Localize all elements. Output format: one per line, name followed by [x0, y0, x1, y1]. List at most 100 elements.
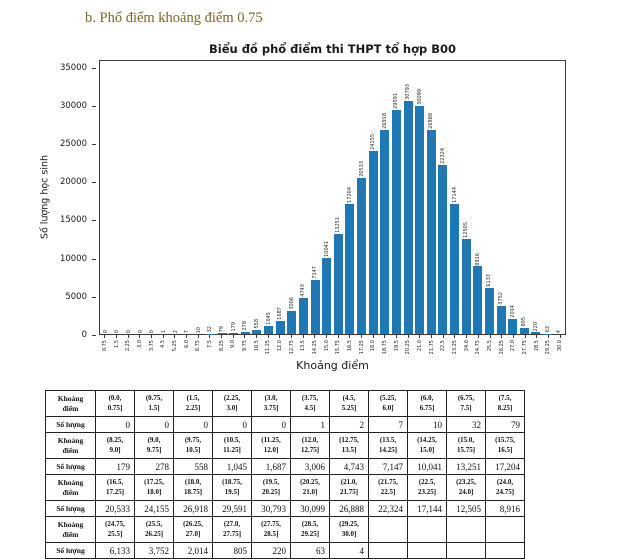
count-cell: 24,155: [135, 501, 174, 517]
x-tick: 25.5: [484, 335, 496, 361]
x-tick-label: 0.75: [102, 340, 108, 351]
count-cell: 1: [291, 417, 330, 433]
range-cell: (18.75, 19.5]: [213, 475, 252, 501]
count-cell: 17,204: [486, 459, 525, 475]
x-tick-mark: [408, 335, 409, 338]
bar-slot: 29591: [391, 61, 403, 334]
x-tick: 18.75: [379, 335, 391, 361]
bar-value-label: 32: [207, 326, 213, 332]
bar-slot: 17144: [449, 61, 461, 334]
x-tick-label: 3.75: [149, 340, 155, 351]
range-cell: (26.25, 27.0]: [174, 517, 213, 543]
count-cell: 8,916: [486, 501, 525, 517]
x-tick-mark: [139, 335, 140, 338]
count-cell: 20,533: [96, 501, 135, 517]
x-tick-label: 10.5: [254, 340, 260, 351]
range-cell: (25.5, 26.25]: [135, 517, 174, 543]
x-tick-mark: [186, 335, 187, 338]
count-cell: 1,045: [213, 459, 252, 475]
count-row-label: Số lượng: [46, 501, 96, 517]
count-cell: 32: [447, 417, 486, 433]
count-cell: 29,591: [213, 501, 252, 517]
y-tick-mark: [92, 220, 96, 221]
x-tick: 0.75: [99, 335, 111, 361]
x-tick-label: 8.25: [219, 340, 225, 351]
bar-slot: 63: [542, 61, 554, 334]
x-tick-mark: [536, 335, 537, 338]
x-tick: 17.25: [356, 335, 368, 361]
y-tick-mark: [92, 297, 96, 298]
count-cell: 0: [135, 417, 174, 433]
bar-slot: 0: [112, 61, 124, 334]
range-cell: (15.0, 15.75]: [447, 433, 486, 459]
count-cell: 13,251: [447, 459, 486, 475]
count-cell: 2: [330, 417, 369, 433]
bar-slot: 558: [251, 61, 263, 334]
x-tick: 4.5: [157, 335, 169, 361]
bar-value-label: 26888: [428, 113, 434, 129]
y-tick-mark: [92, 106, 96, 107]
range-cell: (9.0, 9.75]: [135, 433, 174, 459]
bar-slot: 278: [240, 61, 252, 334]
bar-value-label: 0: [114, 330, 120, 333]
range-cell: (12.0, 12.75]: [291, 433, 330, 459]
x-tick-mark: [419, 335, 420, 338]
x-axis-label: Khoảng điểm: [99, 359, 566, 372]
count-cell: 30,099: [291, 501, 330, 517]
bar-slot: 79: [216, 61, 228, 334]
bar-value-label: 13251: [335, 217, 341, 233]
bar-value-label: 17144: [452, 187, 458, 203]
x-tick: 26.25: [496, 335, 508, 361]
count-cell: 30,793: [252, 501, 291, 517]
x-tick-mark: [338, 335, 339, 338]
bar: [404, 101, 413, 335]
bar: [497, 306, 506, 334]
x-tick: 15.0: [321, 335, 333, 361]
x-tick-mark: [303, 335, 304, 338]
range-row-label: Khoảng điểm: [46, 433, 96, 459]
x-tick-mark: [104, 335, 105, 338]
x-tick: 27.75: [519, 335, 531, 361]
range-cell: (29.25, 30.0]: [330, 517, 369, 543]
x-tick-label: 27.75: [522, 340, 528, 354]
count-cell: 12,505: [447, 501, 486, 517]
x-tick: 6.75: [192, 335, 204, 361]
count-cell: 1,687: [252, 459, 291, 475]
range-cell: (28.5, 29.25]: [291, 517, 330, 543]
y-tick-mark: [92, 182, 96, 183]
y-tick-mark: [92, 68, 96, 69]
bar: [369, 151, 378, 334]
x-tick-mark: [326, 335, 327, 338]
count-cell: 79: [486, 417, 525, 433]
x-tick-label: 19.5: [394, 340, 400, 351]
range-cell: (27.75, 28.5]: [252, 517, 291, 543]
bar-value-label: 1687: [277, 307, 283, 320]
bar: [287, 311, 296, 334]
bar-value-label: 7: [184, 330, 190, 333]
range-cell: (9.75, 10.5]: [174, 433, 213, 459]
range-cell: (11.25, 12.0]: [252, 433, 291, 459]
range-row-label: Khoảng điểm: [46, 475, 96, 501]
x-tick-label: 27.0: [510, 340, 516, 351]
bar-value-label: 20533: [359, 161, 365, 177]
y-tick-mark: [92, 144, 96, 145]
x-tick: 9.0: [227, 335, 239, 361]
bar: [462, 239, 471, 334]
bar: [520, 328, 529, 334]
bar-value-label: 4743: [300, 284, 306, 297]
bar-slot: 1045: [263, 61, 275, 334]
x-tick-label: 11.25: [265, 340, 271, 354]
bar-slot: 13251: [333, 61, 345, 334]
range-cell: [408, 517, 447, 543]
range-cell: (0.75, 1.5]: [135, 391, 174, 417]
x-tick-mark: [560, 335, 561, 338]
bar-slot: 32: [205, 61, 217, 334]
count-cell: 26,888: [330, 501, 369, 517]
bar-slot: 1: [158, 61, 170, 334]
x-tick-label: 21.0: [417, 340, 423, 351]
x-tick: 28.5: [531, 335, 543, 361]
range-cell: (17.25, 18.0]: [135, 475, 174, 501]
x-tick: 15.75: [332, 335, 344, 361]
range-cell: (14.25, 15.0]: [408, 433, 447, 459]
